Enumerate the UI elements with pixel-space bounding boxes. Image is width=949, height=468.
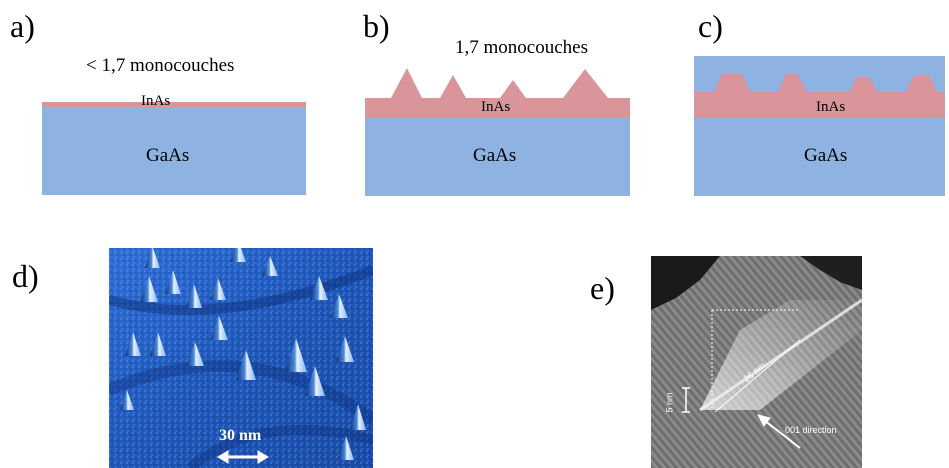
panel-a-gaas-substrate: [42, 107, 306, 195]
panel-label-e: e): [590, 270, 615, 306]
panel-label-b: b): [363, 8, 390, 44]
panel-d-quantum-dots: [120, 248, 366, 460]
panel-d-scale-bar-arrow: [217, 450, 269, 464]
panel-label-d: d): [12, 258, 39, 294]
panel-a-inas-layer: [42, 102, 306, 107]
panel-a-caption: < 1,7 monocouches: [86, 55, 235, 76]
panel-e-direction-arrow: [757, 414, 801, 449]
panel-b-gaas-substrate: [365, 118, 630, 196]
panel-b-inas-label: InAs: [481, 99, 511, 115]
panel-label-a: a): [10, 8, 35, 44]
panel-e-dark-region-top-right: [800, 256, 862, 290]
panel-c-gaas-substrate: [694, 118, 945, 196]
panel-b-inas-layer-with-dots: [365, 68, 630, 118]
panel-e-dark-region-top-left: [651, 256, 720, 310]
panel-c-gaas-label: GaAs: [804, 145, 848, 166]
panel-c-inas-layer-with-dots: [694, 74, 945, 118]
panel-a-inas-label: InAs: [141, 93, 171, 109]
panel-b-gaas-label: GaAs: [473, 145, 517, 166]
panel-b-caption: 1,7 monocouches: [455, 37, 588, 58]
panel-c-inas-label: InAs: [816, 99, 846, 115]
panel-e-height-label: 5 nm: [664, 392, 675, 413]
panel-a-gaas-label: GaAs: [146, 145, 190, 166]
panel-label-c: c): [698, 8, 723, 44]
panel-d-scale-bar-label: 30 nm: [219, 427, 262, 444]
panel-e-direction-label: 001 direction: [785, 425, 837, 435]
